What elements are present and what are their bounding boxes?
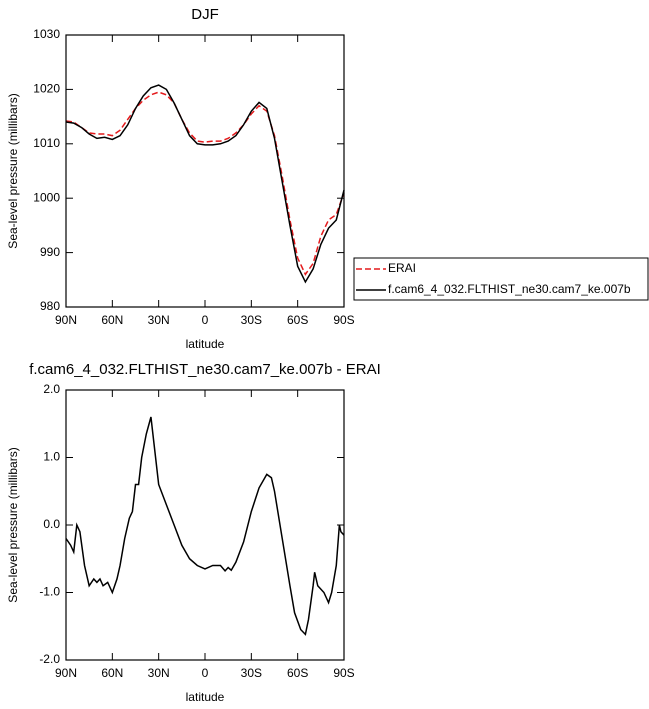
- y-tick-label: 990: [40, 245, 60, 259]
- x-tick-label: 90N: [55, 666, 77, 680]
- y-tick-label: 1.0: [43, 450, 60, 464]
- x-tick-label: 0: [202, 313, 209, 327]
- x-axis-label: latitude: [186, 337, 225, 351]
- x-tick-label: 90N: [55, 313, 77, 327]
- x-tick-label: 30S: [241, 666, 262, 680]
- y-tick-label: 1030: [33, 27, 60, 41]
- x-tick-label: 60N: [101, 666, 123, 680]
- y-axis-label: Sea-level pressure (millibars): [6, 447, 20, 602]
- y-tick-label: 980: [40, 299, 60, 313]
- x-tick-label: 30S: [241, 313, 262, 327]
- x-tick-label: 30N: [148, 313, 170, 327]
- data-line: [65, 84, 345, 284]
- y-tick-label: 2.0: [43, 382, 60, 396]
- y-tick-label: 1000: [33, 190, 60, 204]
- y-tick-label: 1020: [33, 82, 60, 96]
- x-tick-label: 60S: [287, 666, 308, 680]
- x-axis-label: latitude: [186, 690, 225, 704]
- chart-title: f.cam6_4_032.FLTHIST_ne30.cam7_ke.007b -…: [29, 361, 381, 378]
- y-axis-label: Sea-level pressure (millibars): [6, 93, 20, 248]
- data-line: [65, 416, 345, 636]
- plot-frame: [65, 389, 345, 661]
- plot-frame: [65, 34, 345, 308]
- y-tick-label: 0.0: [43, 517, 60, 531]
- x-tick-label: 90S: [333, 666, 354, 680]
- y-tick-label: 1010: [33, 136, 60, 150]
- y-tick-label: -2.0: [39, 652, 60, 666]
- data-line: [65, 91, 345, 276]
- x-tick-label: 60N: [101, 313, 123, 327]
- chart-title: DJF: [191, 6, 219, 23]
- legend-label: ERAI: [388, 261, 416, 275]
- x-tick-label: 30N: [148, 666, 170, 680]
- y-tick-label: -1.0: [39, 585, 60, 599]
- legend-frame: [353, 257, 649, 301]
- x-tick-label: 90S: [333, 313, 354, 327]
- legend-label: f.cam6_4_032.FLTHIST_ne30.cam7_ke.007b: [388, 282, 631, 296]
- x-tick-label: 60S: [287, 313, 308, 327]
- x-tick-label: 0: [202, 666, 209, 680]
